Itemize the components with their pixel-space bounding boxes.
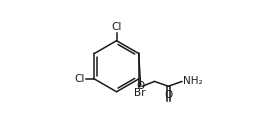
Text: O: O	[164, 90, 172, 100]
Text: O: O	[137, 81, 145, 91]
Text: Cl: Cl	[74, 74, 85, 84]
Text: NH₂: NH₂	[183, 76, 202, 86]
Text: Br: Br	[134, 87, 146, 98]
Text: Cl: Cl	[111, 22, 122, 32]
